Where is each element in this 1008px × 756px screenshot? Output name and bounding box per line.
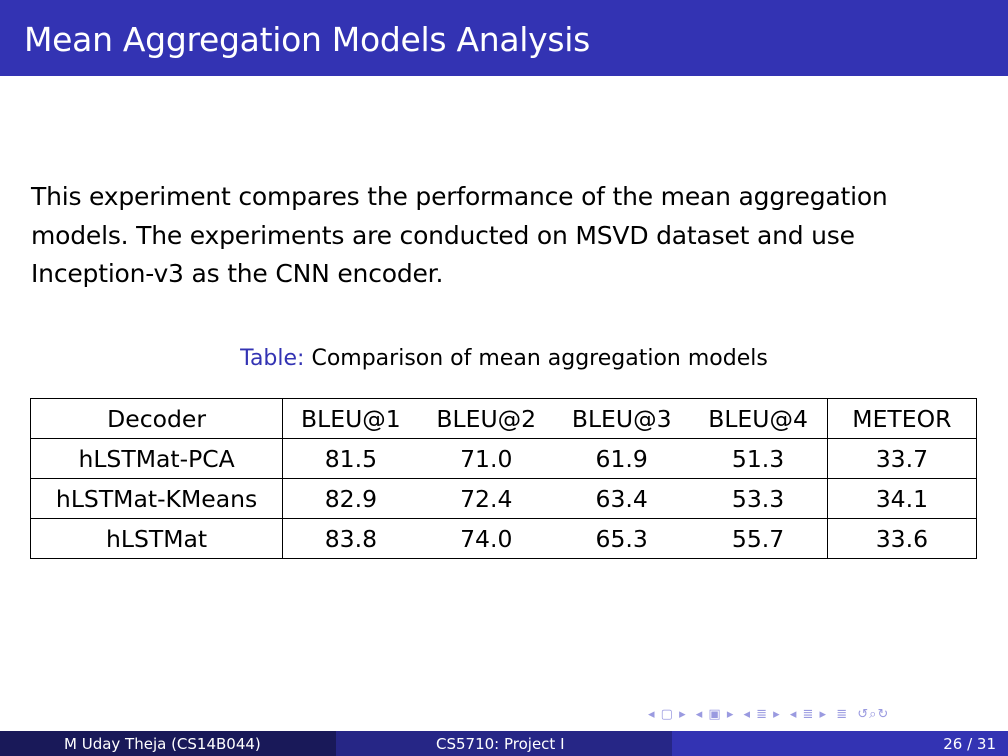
table-cell: 33.7 (827, 438, 978, 479)
footer-course-box: CS5710: Project I (336, 731, 672, 756)
table-cell: 51.3 (689, 438, 828, 479)
table-header-row: Decoder BLEU@1 BLEU@2 BLEU@3 BLEU@4 METE… (29, 398, 978, 439)
table-cell: 63.4 (553, 478, 690, 519)
nav-menu-icon[interactable]: ≣ (836, 707, 849, 722)
caption-text: Comparison of mean aggregation models (311, 346, 768, 371)
table-cell: 74.0 (418, 518, 554, 559)
beamer-navigation: ◂ ▢ ▸ ◂ ▣ ▸ ◂ ≣ ▸ ◂ ≣ ▸ ≣ ↺⌕↻ (648, 707, 893, 725)
nav-subsection-icon[interactable]: ◂ ≣ ▸ (743, 707, 781, 722)
header-cell: METEOR (827, 398, 978, 439)
table-cell: 71.0 (418, 438, 554, 479)
nav-search-icon[interactable]: ↺⌕↻ (857, 707, 890, 722)
footer-page-box: 26 / 31 (672, 731, 1008, 756)
table-row: hLSTMat 83.8 74.0 65.3 55.7 33.6 (29, 518, 978, 559)
footer: M Uday Theja (CS14B044) CS5710: Project … (0, 731, 1008, 756)
table-cell: 82.9 (282, 478, 419, 519)
table-cell: hLSTMat-KMeans (29, 478, 284, 519)
table-caption: Table: Comparison of mean aggregation mo… (0, 346, 1008, 371)
footer-course: CS5710: Project I (436, 735, 565, 753)
table-row: hLSTMat-PCA 81.5 71.0 61.9 51.3 33.7 (29, 438, 978, 479)
table-cell: hLSTMat (29, 518, 284, 559)
header-cell: BLEU@2 (418, 398, 554, 439)
table-cell: 72.4 (418, 478, 554, 519)
table-row: hLSTMat-KMeans 82.9 72.4 63.4 53.3 34.1 (29, 478, 978, 519)
header-cell: BLEU@4 (689, 398, 828, 439)
table-cell: 81.5 (282, 438, 419, 479)
footer-author-box: M Uday Theja (CS14B044) (0, 731, 336, 756)
table-cell: 65.3 (553, 518, 690, 559)
caption-label: Table: (240, 346, 305, 371)
table-cell: 55.7 (689, 518, 828, 559)
header-cell: BLEU@3 (553, 398, 690, 439)
table-cell: 33.6 (827, 518, 978, 559)
nav-section-icon[interactable]: ◂ ≣ ▸ (789, 707, 828, 722)
body-line: Inception-v3 as the CNN encoder. (31, 259, 444, 288)
body-line: models. The experiments are conducted on… (31, 220, 855, 250)
table-cell: 61.9 (553, 438, 690, 479)
table-cell: 53.3 (689, 478, 828, 519)
table-cell: 34.1 (827, 478, 978, 519)
nav-frame-icon[interactable]: ◂ ▣ ▸ (695, 707, 735, 722)
footer-author: M Uday Theja (CS14B044) (64, 735, 261, 753)
frame-title: Mean Aggregation Models Analysis (24, 20, 591, 59)
body-paragraph: This experiment compares the performance… (31, 178, 971, 294)
header-cell: BLEU@1 (282, 398, 419, 439)
body-line: This experiment compares the performance… (31, 182, 888, 211)
nav-slide-icon[interactable]: ◂ ▢ ▸ (648, 707, 687, 722)
results-table: Decoder BLEU@1 BLEU@2 BLEU@3 BLEU@4 METE… (29, 398, 978, 559)
title-bar: Mean Aggregation Models Analysis (0, 0, 1008, 76)
header-cell: Decoder (29, 398, 284, 439)
table-cell: hLSTMat-PCA (29, 438, 284, 479)
footer-page-number: 26 / 31 (943, 735, 996, 753)
table-cell: 83.8 (282, 518, 419, 559)
